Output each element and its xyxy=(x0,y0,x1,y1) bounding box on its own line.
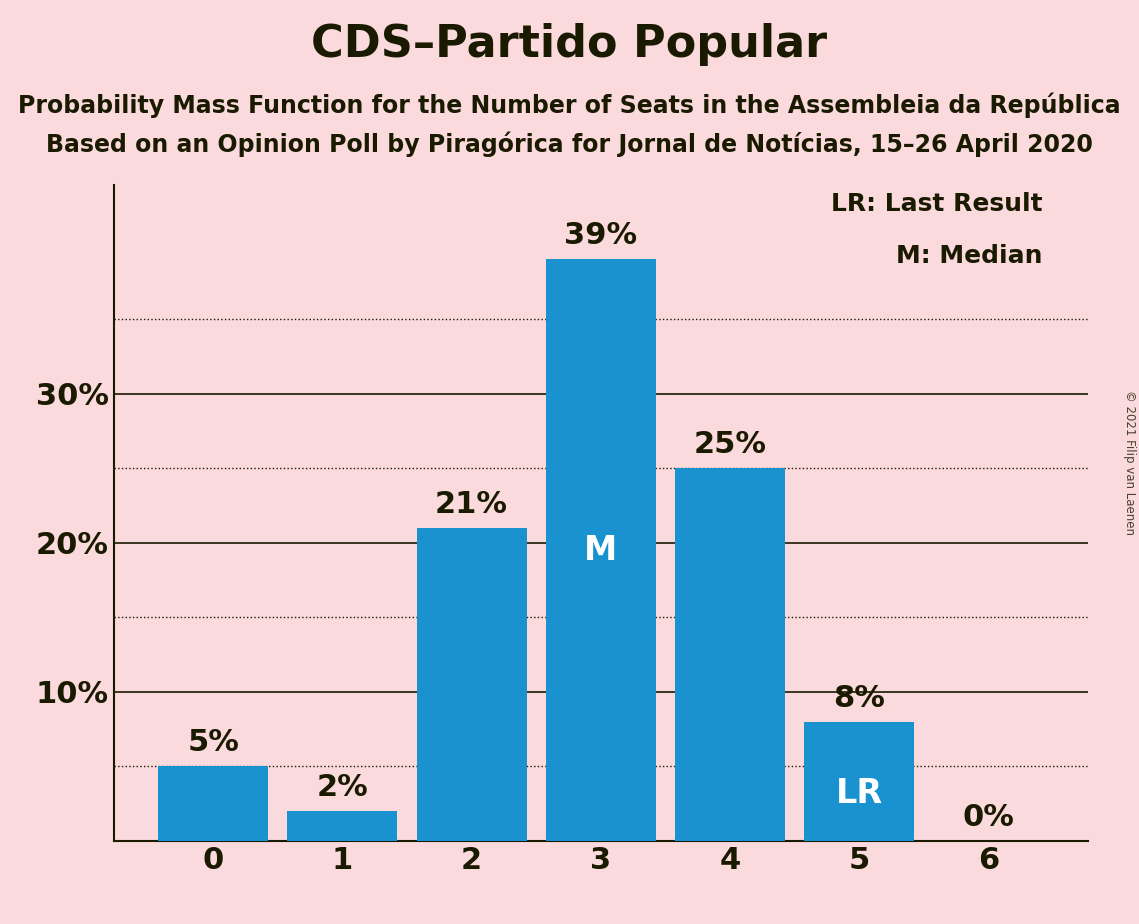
Text: 5%: 5% xyxy=(187,728,239,758)
Text: CDS–Partido Popular: CDS–Partido Popular xyxy=(311,23,828,67)
Bar xyxy=(675,468,785,841)
Text: 21%: 21% xyxy=(435,490,508,518)
Bar xyxy=(287,811,398,841)
Text: LR: Last Result: LR: Last Result xyxy=(831,192,1043,216)
Bar xyxy=(804,722,915,841)
Text: 2%: 2% xyxy=(317,773,368,802)
Text: © 2021 Filip van Laenen: © 2021 Filip van Laenen xyxy=(1123,390,1137,534)
Text: Based on an Opinion Poll by Piragórica for Jornal de Notícias, 15–26 April 2020: Based on an Opinion Poll by Piragórica f… xyxy=(46,131,1093,157)
Text: 0%: 0% xyxy=(962,803,1015,832)
Text: Probability Mass Function for the Number of Seats in the Assembleia da República: Probability Mass Function for the Number… xyxy=(18,92,1121,118)
Bar xyxy=(546,260,656,841)
Text: M: Median: M: Median xyxy=(896,245,1043,269)
Text: LR: LR xyxy=(836,777,883,809)
Text: 39%: 39% xyxy=(564,222,638,250)
Bar xyxy=(158,766,268,841)
Text: 25%: 25% xyxy=(694,431,767,459)
Bar xyxy=(417,528,526,841)
Text: M: M xyxy=(584,533,617,566)
Text: 8%: 8% xyxy=(834,684,885,712)
